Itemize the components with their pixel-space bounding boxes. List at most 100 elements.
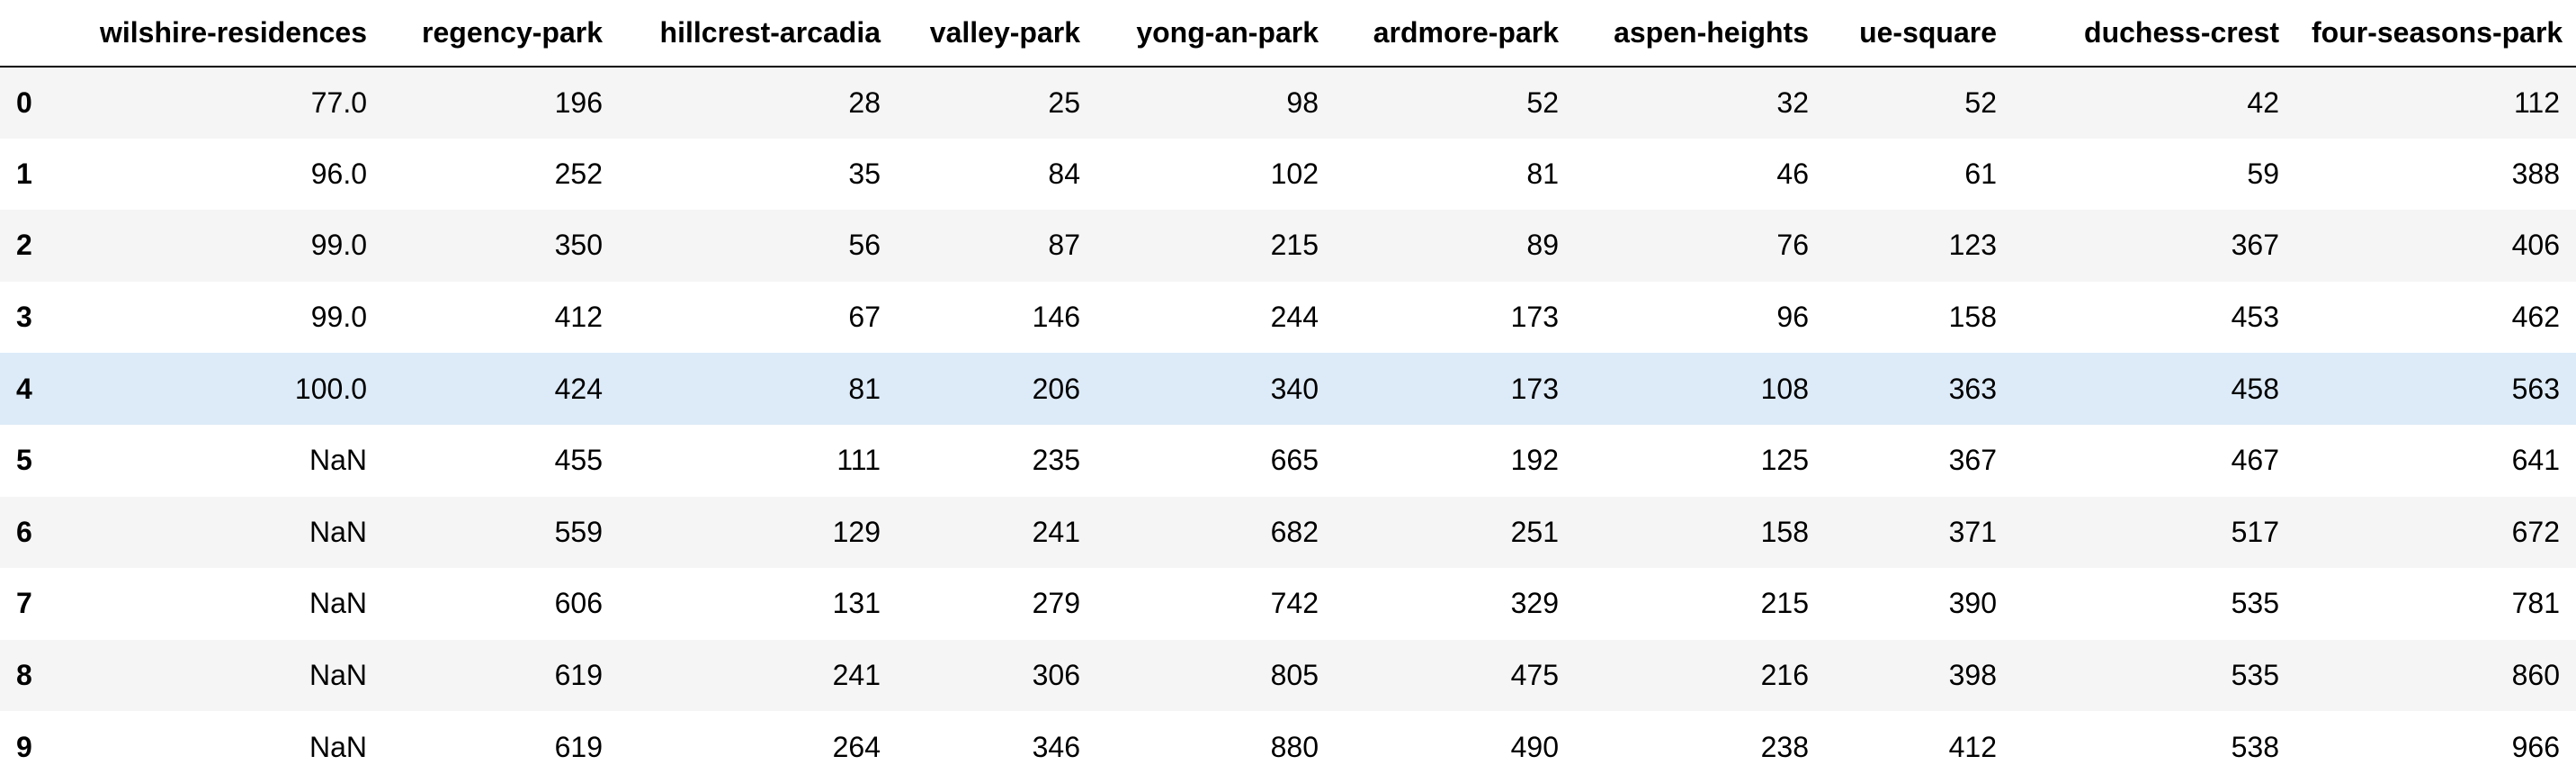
cell-aspen-heights: 32	[1776, 86, 1809, 119]
cell-yong-an-park: 215	[1270, 229, 1319, 262]
table-row: 0 77.0 196 28 25 98 52 32 52 42 112	[0, 67, 2576, 139]
cell-duchess-crest: 367	[2231, 229, 2279, 262]
cell-ue-square: 363	[1948, 372, 1997, 405]
table-row: 1 96.0 252 35 84 102 81 46 61 59 388	[0, 139, 2576, 211]
cell-aspen-heights: 125	[1760, 444, 1809, 477]
cell-hillcrest-arcadia: 56	[848, 229, 881, 262]
cell-aspen-heights: 96	[1776, 301, 1809, 334]
cell-wilshire-residences: NaN	[309, 515, 367, 548]
column-header-yong-an-park: yong-an-park	[1096, 0, 1335, 68]
cell-ardmore-park: 89	[1526, 229, 1559, 262]
cell-hillcrest-arcadia: 67	[848, 301, 881, 334]
row-index: 0	[16, 86, 32, 119]
cell-regency-park: 619	[554, 659, 603, 692]
cell-ue-square: 412	[1948, 730, 1997, 763]
cell-wilshire-residences: NaN	[309, 730, 367, 763]
cell-regency-park: 252	[554, 157, 603, 190]
column-header-ardmore-park: ardmore-park	[1335, 0, 1575, 68]
cell-valley-park: 87	[1048, 229, 1080, 262]
cell-four-seasons-park: 641	[2511, 444, 2560, 477]
cell-four-seasons-park: 966	[2511, 730, 2560, 763]
cell-wilshire-residences: 100.0	[294, 372, 367, 405]
cell-yong-an-park: 742	[1270, 587, 1319, 620]
cell-four-seasons-park: 860	[2511, 659, 2560, 692]
cell-ardmore-park: 251	[1510, 515, 1559, 548]
cell-wilshire-residences: 96.0	[310, 157, 367, 190]
cell-ardmore-park: 329	[1510, 587, 1559, 620]
table-row: 3 99.0 412 67 146 244 173 96 158 453 462	[0, 282, 2576, 354]
cell-yong-an-park: 880	[1270, 730, 1319, 763]
cell-ardmore-park: 173	[1510, 372, 1559, 405]
cell-aspen-heights: 108	[1760, 372, 1809, 405]
column-header-hillcrest-arcadia: hillcrest-arcadia	[619, 0, 897, 68]
cell-yong-an-park: 102	[1270, 157, 1319, 190]
cell-ue-square: 367	[1948, 444, 1997, 477]
cell-hillcrest-arcadia: 35	[848, 157, 881, 190]
cell-aspen-heights: 158	[1760, 515, 1809, 548]
column-header-ue-square: ue-square	[1825, 0, 2013, 68]
cell-regency-park: 412	[554, 301, 603, 334]
cell-duchess-crest: 59	[2247, 157, 2279, 190]
cell-regency-park: 424	[554, 372, 603, 405]
cell-wilshire-residences: NaN	[309, 659, 367, 692]
row-index: 1	[16, 157, 32, 190]
cell-hillcrest-arcadia: 241	[832, 659, 881, 692]
cell-duchess-crest: 535	[2231, 659, 2279, 692]
cell-yong-an-park: 244	[1270, 301, 1319, 334]
table-row: 6 NaN 559 129 241 682 251 158 371 517 672	[0, 496, 2576, 569]
cell-four-seasons-park: 563	[2511, 372, 2560, 405]
table-row: 7 NaN 606 131 279 742 329 215 390 535 781	[0, 568, 2576, 640]
cell-valley-park: 146	[1032, 301, 1080, 334]
row-index: 5	[16, 444, 32, 477]
cell-duchess-crest: 535	[2231, 587, 2279, 620]
cell-valley-park: 279	[1032, 587, 1080, 620]
row-index: 2	[16, 229, 32, 262]
cell-wilshire-residences: NaN	[309, 587, 367, 620]
cell-ardmore-park: 81	[1526, 157, 1559, 190]
cell-hillcrest-arcadia: 129	[832, 515, 881, 548]
cell-aspen-heights: 76	[1776, 229, 1809, 262]
cell-wilshire-residences: 99.0	[310, 229, 367, 262]
cell-four-seasons-park: 112	[2513, 86, 2560, 119]
cell-duchess-crest: 538	[2231, 730, 2279, 763]
cell-aspen-heights: 238	[1760, 730, 1809, 763]
cell-yong-an-park: 665	[1270, 444, 1319, 477]
cell-regency-park: 559	[554, 515, 603, 548]
cell-ue-square: 61	[1964, 157, 1997, 190]
cell-four-seasons-park: 388	[2511, 157, 2560, 190]
row-index: 4	[16, 372, 32, 405]
cell-ardmore-park: 490	[1510, 730, 1559, 763]
column-header-four-seasons-park: four-seasons-park	[2295, 0, 2576, 68]
cell-hillcrest-arcadia: 28	[848, 86, 881, 119]
row-index: 7	[16, 587, 32, 620]
cell-duchess-crest: 453	[2231, 301, 2279, 334]
cell-ue-square: 371	[1948, 515, 1997, 548]
cell-valley-park: 346	[1032, 730, 1080, 763]
cell-ardmore-park: 475	[1510, 659, 1559, 692]
table-row: 8 NaN 619 241 306 805 475 216 398 535 860	[0, 639, 2576, 712]
table-row: 2 99.0 350 56 87 215 89 76 123 367 406	[0, 210, 2576, 282]
cell-four-seasons-park: 672	[2511, 515, 2560, 548]
cell-hillcrest-arcadia: 111	[836, 444, 881, 477]
column-header-aspen-heights: aspen-heights	[1575, 0, 1825, 68]
cell-aspen-heights: 215	[1760, 587, 1809, 620]
column-header-regency-park: regency-park	[383, 0, 619, 68]
cell-wilshire-residences: 99.0	[310, 301, 367, 334]
cell-yong-an-park: 682	[1270, 515, 1319, 548]
cell-regency-park: 619	[554, 730, 603, 763]
cell-ardmore-park: 52	[1526, 86, 1559, 119]
cell-duchess-crest: 517	[2231, 515, 2279, 548]
column-header-valley-park: valley-park	[897, 0, 1096, 68]
table-row: 9 NaN 619 264 346 880 490 238 412 538 966	[0, 711, 2576, 783]
table-row: 4 100.0 424 81 206 340 173 108 363 458 563	[0, 353, 2576, 425]
table-row: 5 NaN 455 111 235 665 192 125 367 467 641	[0, 425, 2576, 497]
cell-four-seasons-park: 462	[2511, 301, 2560, 334]
table-header: wilshire-residences regency-park hillcrest…	[0, 0, 2576, 68]
cell-ue-square: 52	[1964, 86, 1997, 119]
column-header-duchess-crest: duchess-crest	[2013, 0, 2295, 68]
cell-wilshire-residences: NaN	[309, 444, 367, 477]
cell-valley-park: 206	[1032, 372, 1080, 405]
cell-aspen-heights: 216	[1760, 659, 1809, 692]
cell-valley-park: 25	[1048, 86, 1080, 119]
cell-hillcrest-arcadia: 81	[848, 372, 881, 405]
